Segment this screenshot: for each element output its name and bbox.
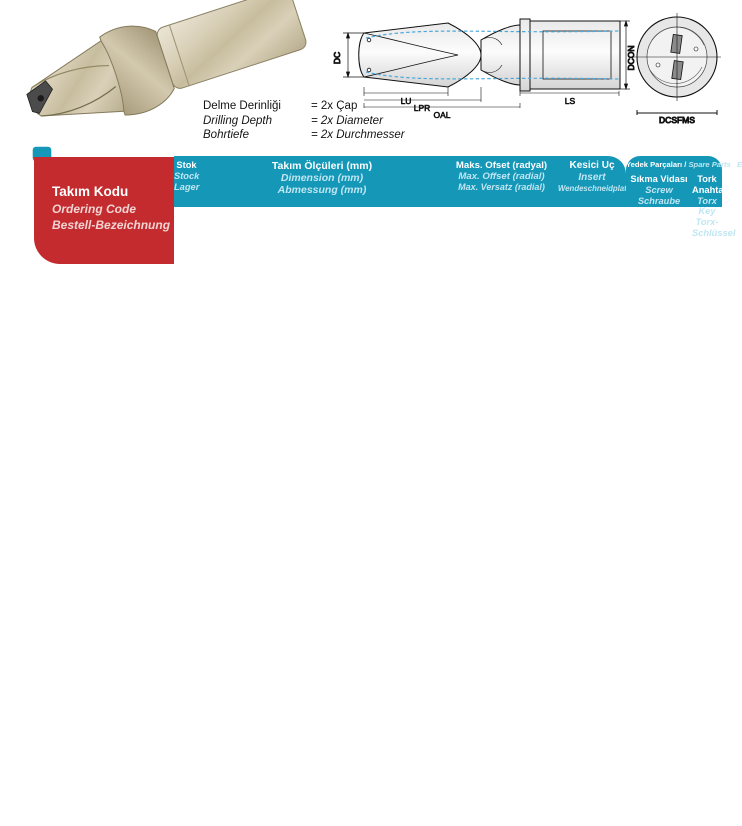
svg-text:DC: DC xyxy=(332,52,342,64)
svg-text:LU: LU xyxy=(401,96,412,106)
svg-text:OAL: OAL xyxy=(433,110,450,120)
svg-text:LPR: LPR xyxy=(414,103,431,113)
svg-text:LS: LS xyxy=(565,96,576,106)
svg-text:DCSFMS: DCSFMS xyxy=(659,115,695,125)
